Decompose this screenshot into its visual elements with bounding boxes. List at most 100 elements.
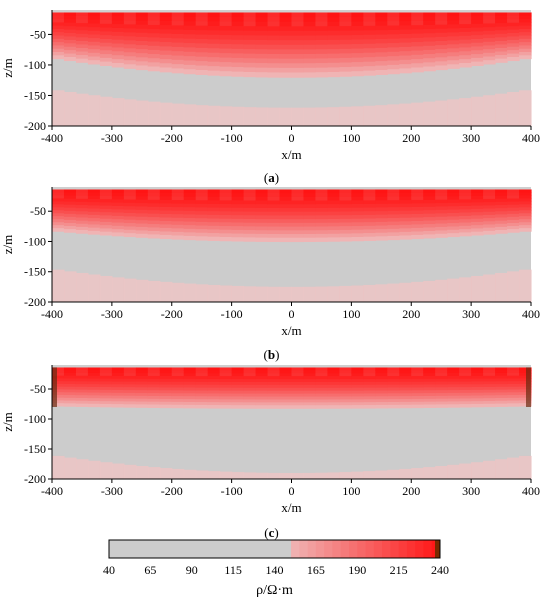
layer-cell <box>147 33 161 39</box>
layer-cell <box>327 193 340 198</box>
layer-cell <box>423 192 436 197</box>
layer-cell <box>123 378 137 383</box>
deep-layer-cell <box>255 286 269 302</box>
layer-cell <box>471 231 484 236</box>
deep-layer-cell <box>243 286 257 302</box>
deep-layer-cell <box>75 272 89 302</box>
layer-cell <box>255 35 269 41</box>
layer-cell <box>519 207 532 211</box>
layer-cell <box>75 47 89 53</box>
layer-cell <box>255 53 269 60</box>
deep-layer-cell <box>507 92 520 126</box>
layer-cell <box>243 373 257 377</box>
layer-cell <box>435 393 448 397</box>
layer-cell <box>279 230 293 235</box>
layer-cell <box>159 387 173 391</box>
layer-cell <box>219 44 233 50</box>
layer-cell <box>195 393 209 397</box>
layer-cell <box>123 219 137 224</box>
layer-cell <box>63 216 77 221</box>
deep-layer-cell <box>219 285 233 302</box>
deep-layer-cell <box>411 102 424 126</box>
layer-cell <box>243 62 257 68</box>
layer-cell <box>52 381 65 385</box>
layer-cell <box>159 210 173 215</box>
layer-cell <box>327 226 340 231</box>
layer-cell <box>135 20 149 26</box>
layer-cell <box>495 51 508 56</box>
layer-cell <box>291 219 305 224</box>
layer-cell <box>255 30 269 37</box>
deep-layer-cell <box>387 283 400 302</box>
layer-cell <box>507 50 520 55</box>
layer-cell <box>123 48 137 53</box>
layer-cell <box>507 19 520 24</box>
layer-cell <box>327 35 340 41</box>
layer-cell <box>483 224 496 229</box>
layer-cell <box>507 36 520 41</box>
layer-cell <box>387 396 400 400</box>
layer-cell <box>75 220 89 225</box>
layer-cell <box>219 384 233 389</box>
layer-cell <box>171 370 185 374</box>
panel-caption: (a) <box>264 170 279 185</box>
layer-cell <box>279 396 293 401</box>
layer-cell <box>303 390 317 395</box>
layer-cell <box>459 39 472 45</box>
layer-cell <box>159 63 173 69</box>
layer-cell <box>351 381 364 386</box>
layer-cell <box>363 57 376 63</box>
x-tick-label: 200 <box>402 131 420 145</box>
layer-cell <box>231 67 245 73</box>
layer-cell <box>87 16 101 21</box>
layer-cell <box>63 219 77 224</box>
layer-cell <box>315 367 329 371</box>
layer-cell <box>459 395 472 400</box>
deep-layer-cell <box>291 286 305 302</box>
layer-cell <box>63 381 77 385</box>
layer-cell <box>99 378 113 383</box>
layer-cell <box>243 21 257 27</box>
layer-cell <box>195 384 209 389</box>
layer-cell <box>483 208 496 213</box>
layer-cell <box>135 226 149 231</box>
layer-cell <box>399 378 412 383</box>
layer-cell <box>471 392 484 397</box>
layer-cell <box>483 198 496 203</box>
layer-cell <box>231 215 245 220</box>
layer-cell <box>87 30 101 36</box>
layer-cell <box>75 386 89 391</box>
layer-cell <box>411 370 424 374</box>
layer-cell <box>471 370 484 374</box>
layer-cell <box>267 402 281 406</box>
layer-cell <box>63 15 77 20</box>
layer-cell <box>279 208 293 213</box>
layer-cell <box>423 33 436 39</box>
layer-cell <box>327 233 340 239</box>
layer-cell <box>195 34 209 40</box>
layer-cell <box>315 17 329 23</box>
layer-cell <box>315 230 329 235</box>
panel-caption: (c) <box>264 525 278 540</box>
layer-cell <box>147 45 161 51</box>
layer-cell <box>327 53 340 59</box>
layer-cell <box>291 189 305 194</box>
layer-cell <box>279 215 293 220</box>
layer-cell <box>447 52 460 57</box>
layer-cell <box>111 12 125 17</box>
deep-layer-cell <box>111 277 125 302</box>
layer-cell <box>483 30 496 36</box>
layer-cell <box>111 205 125 210</box>
layer-cell <box>231 218 245 224</box>
layer-cell <box>435 28 448 34</box>
layer-cell <box>183 47 197 53</box>
layer-cell <box>315 219 329 224</box>
deep-layer-cell <box>471 96 484 126</box>
deep-layer-cell <box>423 101 436 126</box>
layer-cell <box>519 38 532 43</box>
layer-cell <box>375 69 388 76</box>
layer-cell <box>327 200 340 205</box>
layer-cell <box>255 396 269 401</box>
layer-cell <box>363 214 376 220</box>
layer-cell <box>507 370 520 374</box>
